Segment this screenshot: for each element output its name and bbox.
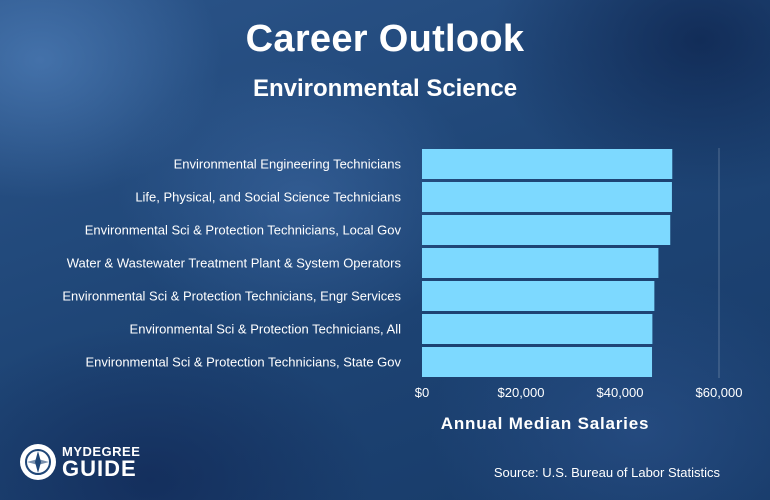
category-label: Environmental Sci & Protection Technicia…: [130, 322, 402, 337]
chart-title: Career Outlook: [245, 18, 525, 60]
category-label: Environmental Sci & Protection Technicia…: [85, 355, 401, 370]
x-tick-label: $60,000: [696, 385, 743, 400]
bar: [422, 314, 653, 344]
x-tick-label: $20,000: [498, 385, 545, 400]
category-label: Life, Physical, and Social Science Techn…: [135, 190, 401, 205]
chart-subtitle: Environmental Science: [252, 75, 518, 102]
source-note: Source: U.S. Bureau of Labor Statistics: [493, 465, 720, 480]
logo-text-top: MYDEGREE: [62, 443, 141, 459]
logo-text-bottom: GUIDE: [62, 455, 137, 481]
compass-icon: [20, 444, 56, 480]
category-label: Environmental Sci & Protection Technicia…: [62, 289, 401, 304]
bar: [422, 149, 673, 179]
bar: [422, 281, 655, 311]
x-tick-label: $40,000: [597, 385, 644, 400]
bar: [422, 182, 672, 212]
x-axis-title: Annual Median Salaries: [440, 414, 650, 433]
category-label: Environmental Engineering Technicians: [174, 157, 402, 172]
category-label: Environmental Sci & Protection Technicia…: [85, 223, 402, 238]
category-label: Water & Wastewater Treatment Plant & Sys…: [67, 256, 402, 271]
site-logo[interactable]: MYDEGREE GUIDE: [20, 442, 140, 482]
x-tick-label: $0: [415, 385, 429, 400]
bar: [422, 248, 659, 278]
bar: [422, 347, 653, 377]
logo-wordmark: MYDEGREE GUIDE: [62, 445, 140, 480]
bar: [422, 215, 671, 245]
